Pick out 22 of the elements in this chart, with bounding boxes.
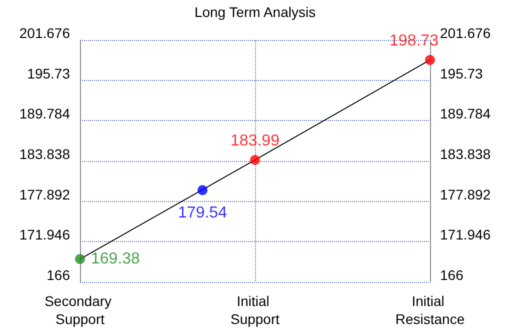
y-tick-label: 171.946 xyxy=(19,226,70,243)
y-tick-label: 201.676 xyxy=(19,25,70,41)
y2-tick-label: 183.838 xyxy=(440,146,491,162)
y2-tick-label: 166 xyxy=(440,267,464,283)
x-tick-label: Initial Support xyxy=(230,293,280,327)
data-label: 169.38 xyxy=(91,250,140,268)
y2-tick-label: 195.73 xyxy=(440,65,484,82)
y-tick-label: 166 xyxy=(46,267,70,283)
y2-tick-label: 189.784 xyxy=(440,106,491,122)
x-tick-label: Secondary Support xyxy=(44,293,116,327)
y2-tick-label: 177.892 xyxy=(440,186,491,202)
y-tick-label: 195.73 xyxy=(27,65,70,82)
data-label: 198.73 xyxy=(390,32,439,50)
chart-title: Long Term Analysis xyxy=(194,4,316,20)
y-tick-label: 189.784 xyxy=(19,106,70,122)
x-tick-label: Initial Resistance xyxy=(395,293,465,327)
y2-tick-label: 201.676 xyxy=(440,25,491,41)
y-tick-label: 183.838 xyxy=(19,146,70,162)
y-tick-label: 177.892 xyxy=(19,186,70,202)
data-label: 183.99 xyxy=(230,132,280,150)
y2-tick-label: 171.946 xyxy=(440,226,491,243)
data-label: 179.54 xyxy=(178,204,228,222)
